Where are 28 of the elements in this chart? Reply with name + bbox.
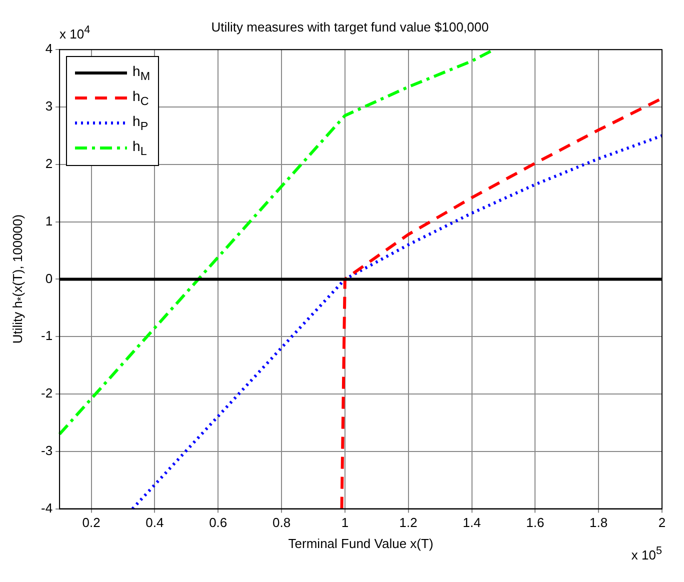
y-tick-label: -1	[40, 328, 53, 344]
x-tick-label: 0.6	[209, 515, 228, 530]
text: x 10$^{4}$	[60, 24, 90, 41]
legend-label: h$_{P}$	[132, 113, 148, 133]
line-series	[130, 134, 664, 510]
legend-label: h$_{C}$	[132, 88, 149, 108]
y-tick-label: 4	[45, 41, 53, 56]
x-tick-label: 0.4	[146, 515, 164, 530]
x-tick-label: 1.4	[462, 515, 481, 530]
legend-label: h$_{M}$	[132, 63, 150, 83]
x-tick-label: 1	[341, 515, 349, 530]
legend-label: h$_{L}$	[132, 138, 147, 158]
y-tick-label: 3	[45, 98, 53, 114]
x-tick-label: 2	[658, 515, 666, 530]
x-tick-label: 0.8	[272, 515, 291, 530]
x-tick-label: 1.2	[399, 515, 418, 530]
chart-title: Utility measures with target fund value $100,000	[211, 19, 489, 34]
y-tick-label: 0	[45, 270, 53, 286]
x-tick-label: 0.2	[82, 515, 100, 530]
x-tick-label: 1.6	[526, 515, 544, 530]
y-tick-label: 2	[45, 156, 53, 171]
text: x 10$^{5}$	[631, 544, 662, 562]
y-tick-label: 1	[45, 213, 53, 228]
y-tick-label: -2	[40, 386, 53, 401]
y-tick-label: -3	[40, 442, 53, 458]
y-tick-label: -4	[40, 500, 53, 516]
x-tick-label: 1.8	[590, 515, 608, 530]
x-axis-title: Terminal Fund Value x(T)	[288, 536, 434, 551]
